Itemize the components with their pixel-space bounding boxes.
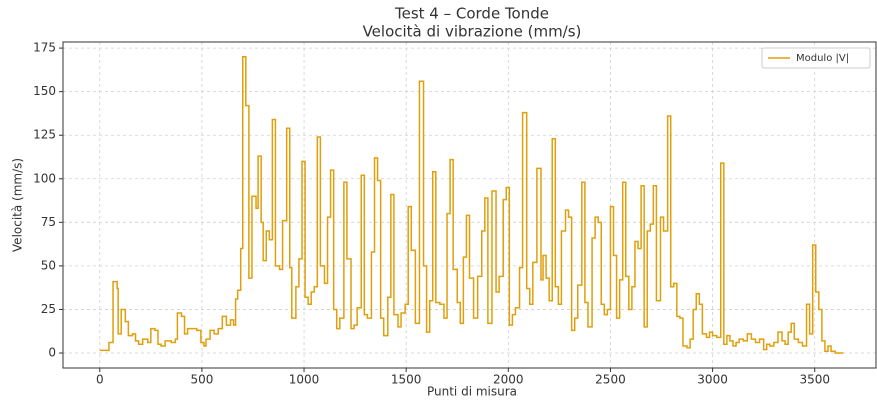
y-axis-label: Velocità (mm/s): [11, 158, 25, 252]
legend-box: [761, 47, 871, 69]
y-tick-label: 100: [33, 171, 56, 185]
y-tick-label: 50: [41, 258, 56, 272]
y-tick-label: 25: [41, 302, 56, 316]
y-tick-label: 0: [48, 346, 56, 360]
x-tick-label: 0: [96, 373, 104, 387]
x-tick-label: 3500: [799, 373, 830, 387]
x-axis-label: Punti di misura: [427, 385, 517, 399]
x-tick-label: 2500: [595, 373, 626, 387]
x-tick-label: 1000: [289, 373, 320, 387]
x-tick-label: 2000: [493, 373, 524, 387]
x-tick-label: 1500: [391, 373, 422, 387]
y-tick-label: 150: [33, 84, 56, 98]
x-tick-label: 500: [190, 373, 213, 387]
y-tick-label: 175: [33, 41, 56, 55]
legend-label: Modulo |V|: [796, 53, 849, 64]
chart-subtitle: Velocità di vibrazione (mm/s): [363, 23, 582, 41]
y-tick-label: 125: [33, 128, 56, 142]
plot-frame: [62, 41, 877, 369]
x-tick-label: 3000: [697, 373, 728, 387]
chart-title: Test 4 – Corde Tonde: [394, 5, 549, 23]
y-tick-label: 75: [41, 215, 56, 229]
data-line: [99, 56, 844, 354]
